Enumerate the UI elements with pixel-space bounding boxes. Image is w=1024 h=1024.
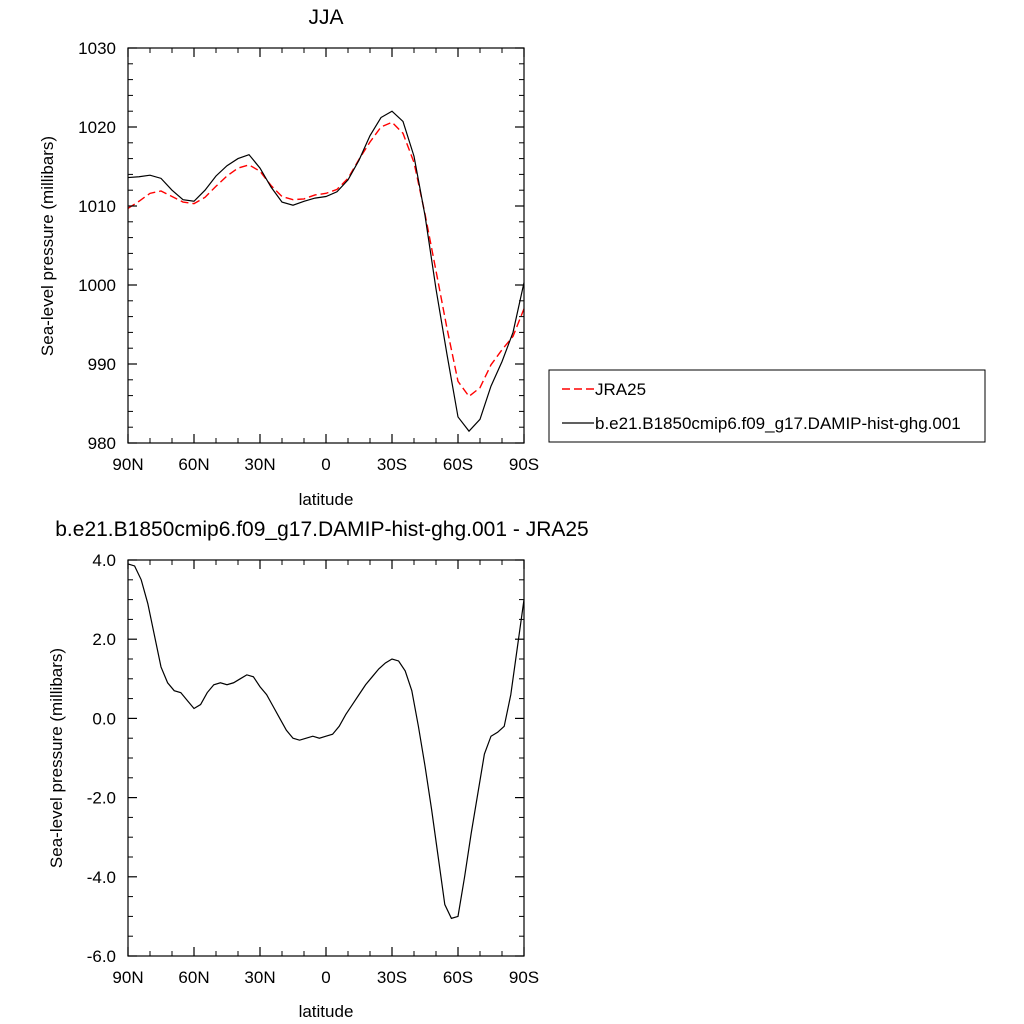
y-tick-label: 1020 [78,118,116,137]
x-tick-label: 30S [377,968,407,987]
y-tick-label: 1030 [78,39,116,58]
y-tick-labels-bottom: -6.0 -4.0 -2.0 0.0 2.0 4.0 [87,551,116,966]
x-tick-label: 60N [178,968,209,987]
series-line-jra25 [127,121,525,398]
x-tick-label: 90N [112,455,143,474]
series-line-series-0 [127,563,525,920]
y-tick-label: -6.0 [87,947,116,966]
x-axis-title-bottom: latitude [299,1002,354,1021]
legend: JRA25 b.e21.B1850cmip6.f09_g17.DAMIP-his… [548,369,986,443]
y-tick-label: 1010 [78,197,116,216]
chart-title-bottom: b.e21.B1850cmip6.f09_g17.DAMIP-hist-ghg.… [55,518,588,541]
y-tick-label: 980 [88,434,116,453]
legend-box [548,369,986,443]
axis-ticks-top [127,47,525,444]
series-lines-top [127,110,525,433]
series-lines-bottom [127,563,525,920]
y-axis-title-top: Sea-level pressure (millibars) [38,136,57,356]
plot-frame-bottom [127,559,525,957]
x-tick-label: 60S [443,968,473,987]
x-tick-label: 60S [443,455,473,474]
x-tick-label: 0 [321,968,330,987]
x-tick-label: 90N [112,968,143,987]
x-tick-label: 30N [244,455,275,474]
chart-title-top: JJA [308,6,343,29]
y-tick-labels-top: 980 990 1000 1010 1020 1030 [78,39,116,453]
y-tick-label: 2.0 [92,630,116,649]
x-axis-title-top: latitude [299,490,354,509]
y-tick-label: 990 [88,355,116,374]
x-tick-labels-bottom: 90N 60N 30N 0 30S 60S 90S [112,968,539,987]
y-tick-label: -2.0 [87,789,116,808]
x-tick-label: 30N [244,968,275,987]
y-axis-title-bottom: Sea-level pressure (millibars) [47,648,66,868]
x-tick-label: 0 [321,455,330,474]
legend-label-jra25: JRA25 [595,380,646,399]
y-tick-label: -4.0 [87,868,116,887]
plot-frame-top [127,47,525,444]
x-tick-label: 90S [509,455,539,474]
x-tick-label: 30S [377,455,407,474]
x-tick-label: 90S [509,968,539,987]
chart-panel-bottom: -6.0-4.0-2.00.02.04.0 90N 60N 30N 0 30S 60S 90… [47,518,589,1021]
x-tick-label: 60N [178,455,209,474]
series-line-b-e21-b1850cmip6-f09-g17-damip-hist-ghg-001 [127,110,525,433]
axis-ticks-bottom [127,559,525,957]
y-tick-label: 4.0 [92,551,116,570]
y-tick-label: 0.0 [92,709,116,728]
x-tick-labels-top: 90N 60N 30N 0 30S 60S 90S [112,455,539,474]
y-tick-label: 1000 [78,276,116,295]
legend-label-model: b.e21.B1850cmip6.f09_g17.DAMIP-hist-ghg.… [595,414,961,433]
